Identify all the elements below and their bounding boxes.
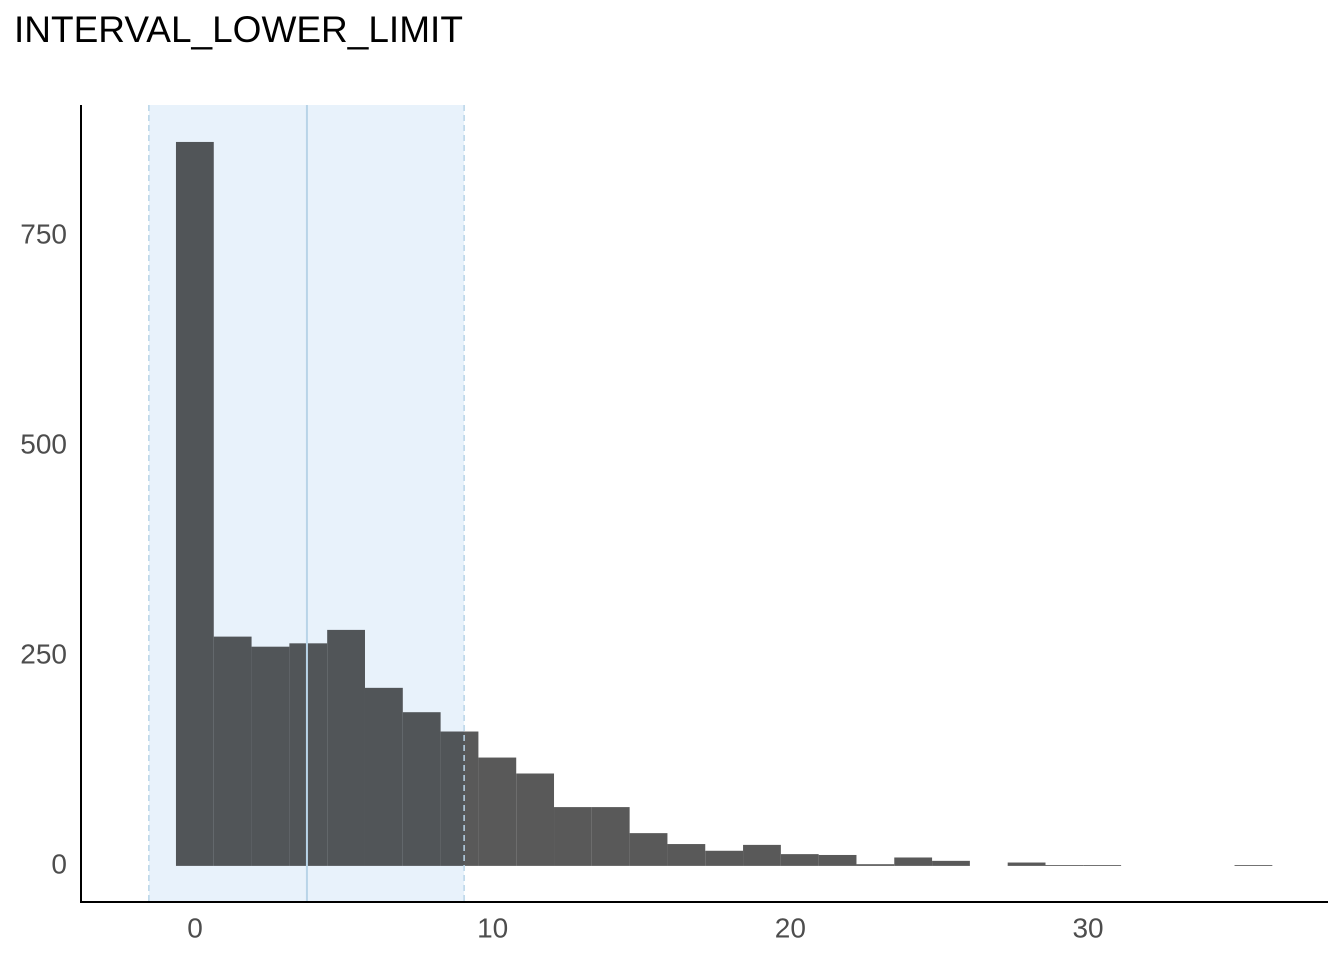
x-tick-label: 10 bbox=[477, 912, 508, 943]
y-tick-label: 250 bbox=[20, 638, 67, 669]
bar bbox=[856, 864, 895, 866]
x-tick-label: 20 bbox=[775, 912, 806, 943]
bar bbox=[1007, 862, 1046, 866]
bar bbox=[743, 844, 781, 866]
x-tick-label: 0 bbox=[187, 912, 203, 943]
bar bbox=[1234, 865, 1273, 866]
y-tick-label: 0 bbox=[51, 848, 67, 879]
bar bbox=[932, 860, 970, 866]
y-tick-label: 750 bbox=[20, 218, 67, 249]
bar bbox=[780, 854, 819, 866]
bar bbox=[818, 854, 857, 866]
bar bbox=[894, 857, 933, 866]
bar bbox=[705, 850, 744, 866]
bar bbox=[478, 757, 517, 866]
bar bbox=[667, 844, 706, 866]
bar bbox=[1083, 865, 1122, 866]
bar bbox=[629, 833, 668, 866]
bar bbox=[591, 807, 630, 866]
bar bbox=[554, 807, 592, 866]
bar bbox=[516, 773, 555, 866]
bar bbox=[1045, 865, 1084, 866]
y-tick-label: 500 bbox=[20, 428, 67, 459]
x-tick-label: 30 bbox=[1072, 912, 1103, 943]
chart-title: INTERVAL_LOWER_LIMIT bbox=[14, 9, 463, 50]
